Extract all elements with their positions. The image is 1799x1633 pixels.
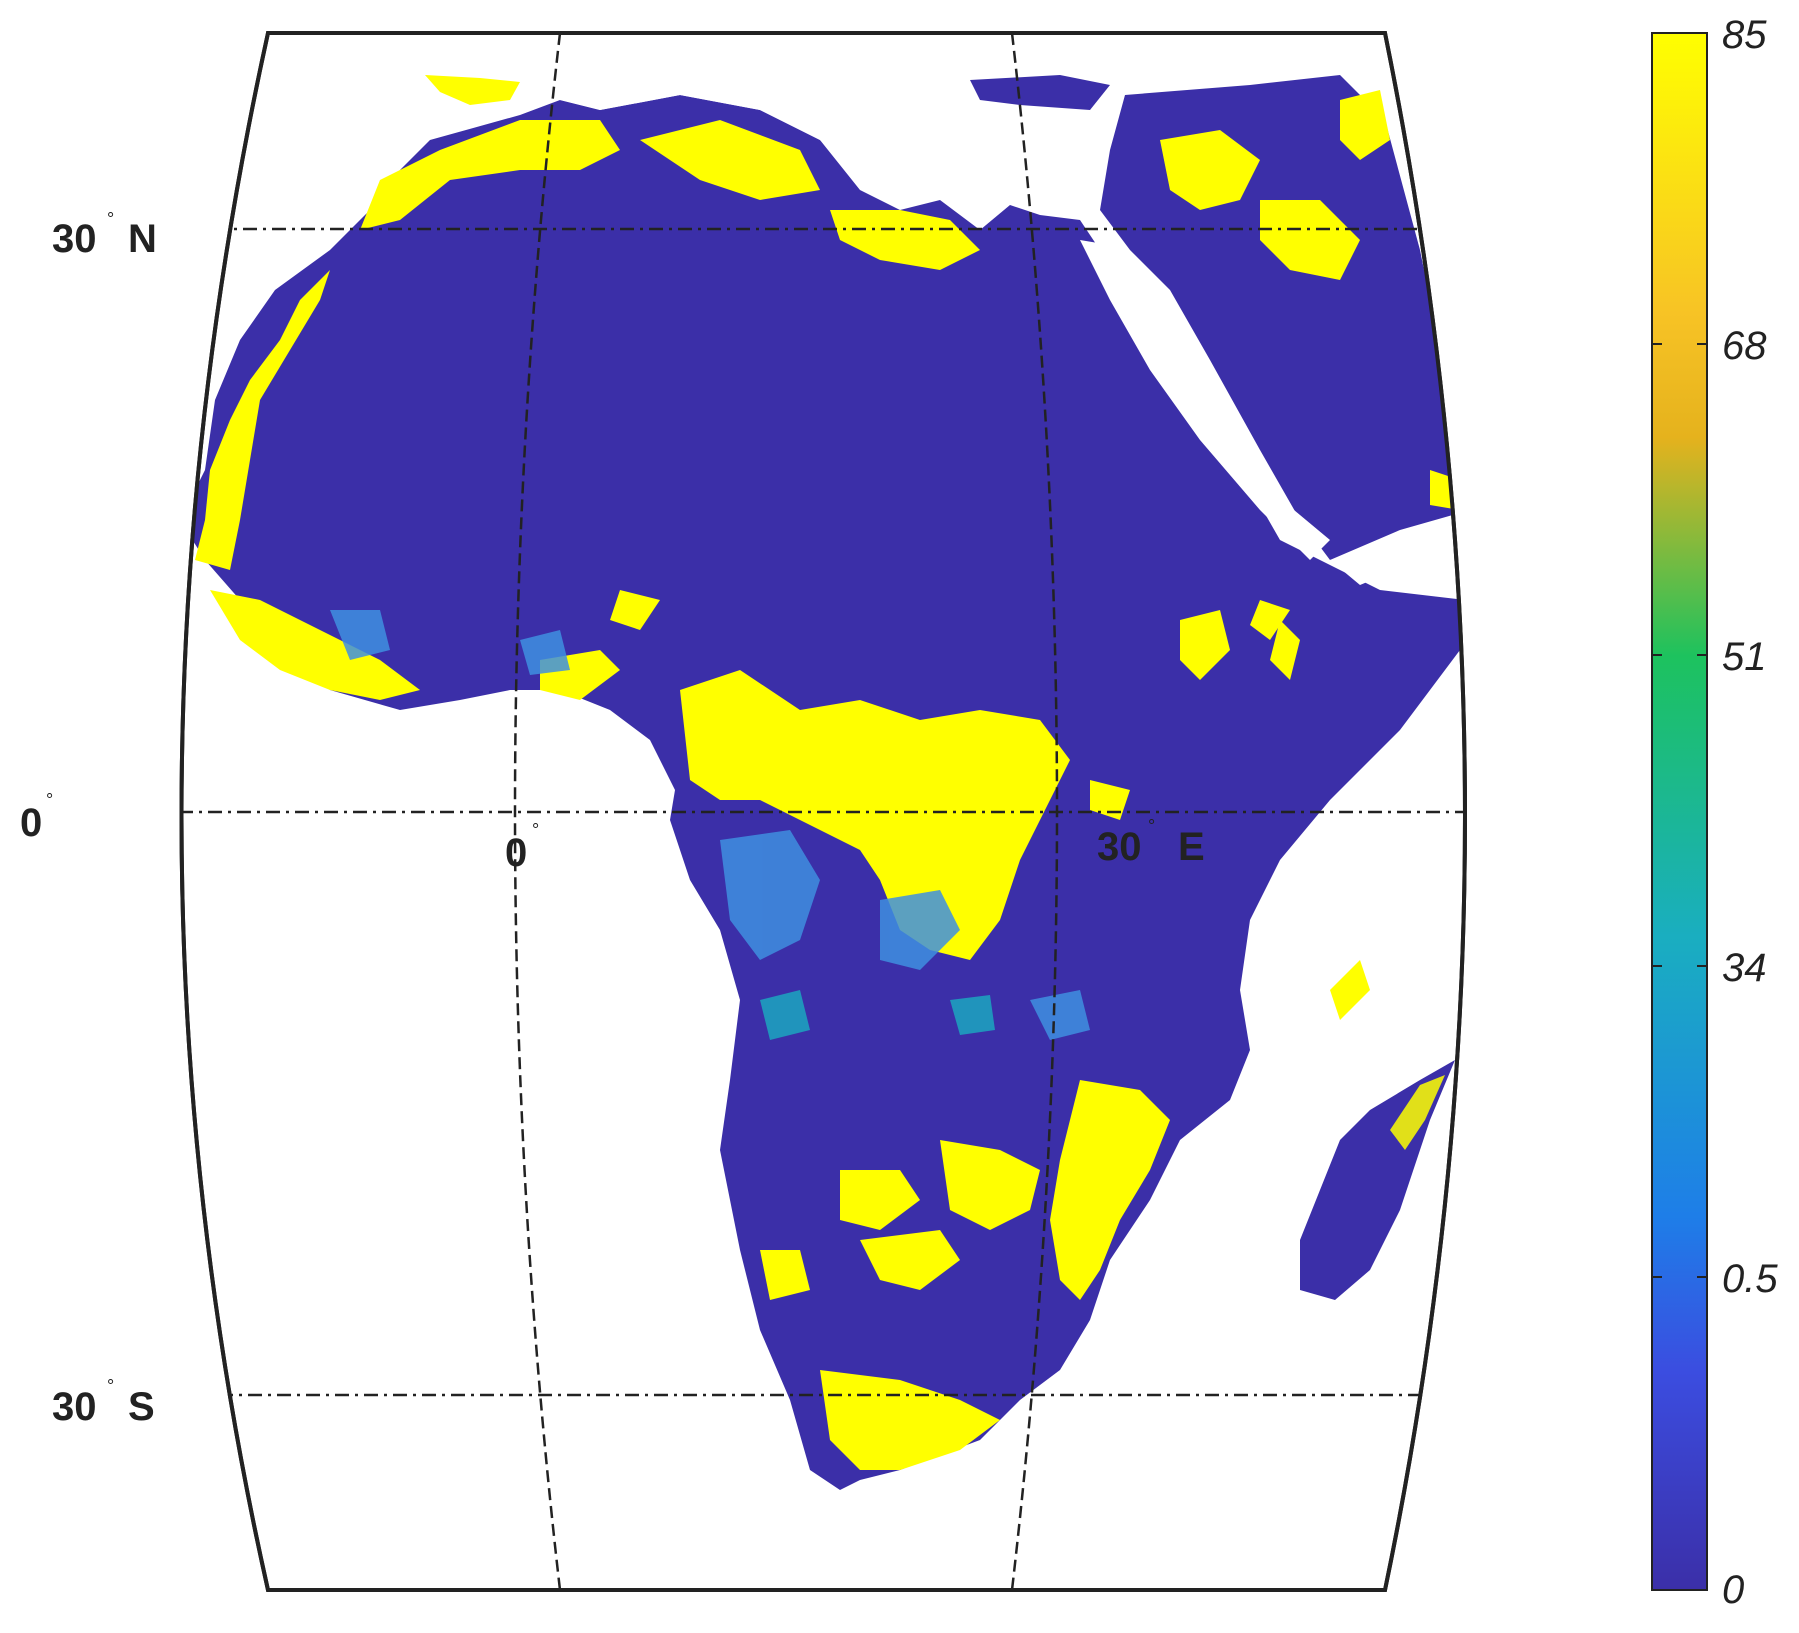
longitude-labels: 0 ° 30 ° E	[505, 816, 1205, 875]
lat-label-0-degree: °	[46, 790, 53, 810]
latitude-labels: 30 ° N 0 ° 30 ° S	[20, 209, 157, 1429]
lon-label-30e-hemi: E	[1178, 825, 1205, 869]
lat-label-30s-hemi: S	[128, 1385, 155, 1429]
europe-fragment	[970, 75, 1110, 110]
high-value-regions	[195, 90, 1460, 1470]
colorbar-gradient	[1651, 32, 1708, 1591]
longitude-line-0	[513, 33, 562, 1590]
iberia-fragment	[425, 75, 520, 105]
latitude-lines	[181, 227, 1465, 1397]
colorbar-tick-0: 0	[1722, 1568, 1744, 1612]
lon-label-0-num: 0	[505, 831, 527, 875]
lat-label-30n-num: 30	[52, 217, 97, 261]
longitude-lines	[513, 33, 1059, 1590]
map-frame-outline	[179, 31, 1467, 1592]
lat-label-30n-hemi: N	[128, 217, 157, 261]
mid-value-regions	[330, 610, 1090, 1040]
colorbar: 85 68 51 34 0.5 0	[1651, 13, 1778, 1612]
colorbar-tick-34: 34	[1722, 946, 1767, 990]
red-sea	[1080, 240, 1330, 560]
mediterranean	[540, 80, 900, 175]
gulf-of-aden	[1330, 530, 1440, 585]
lon-label-30e-degree: °	[1148, 816, 1155, 836]
madagascar-yellow	[1390, 1075, 1445, 1150]
colorbar-tick-0-5: 0.5	[1722, 1257, 1778, 1301]
lon-label-30e-num: 30	[1097, 825, 1142, 869]
lon-label-0-degree: °	[532, 820, 539, 840]
teal-speckles	[760, 990, 995, 1040]
lat-label-0-num: 0	[20, 801, 42, 845]
lat-label-30s-degree: °	[107, 1376, 114, 1396]
longitude-line-30e	[1010, 33, 1059, 1590]
colorbar-tick-85: 85	[1722, 13, 1767, 57]
lat-label-30s-num: 30	[52, 1385, 97, 1429]
lat-label-30n-degree: °	[107, 209, 114, 229]
colorbar-tick-68: 68	[1722, 324, 1767, 368]
colorbar-tick-51: 51	[1722, 635, 1767, 679]
